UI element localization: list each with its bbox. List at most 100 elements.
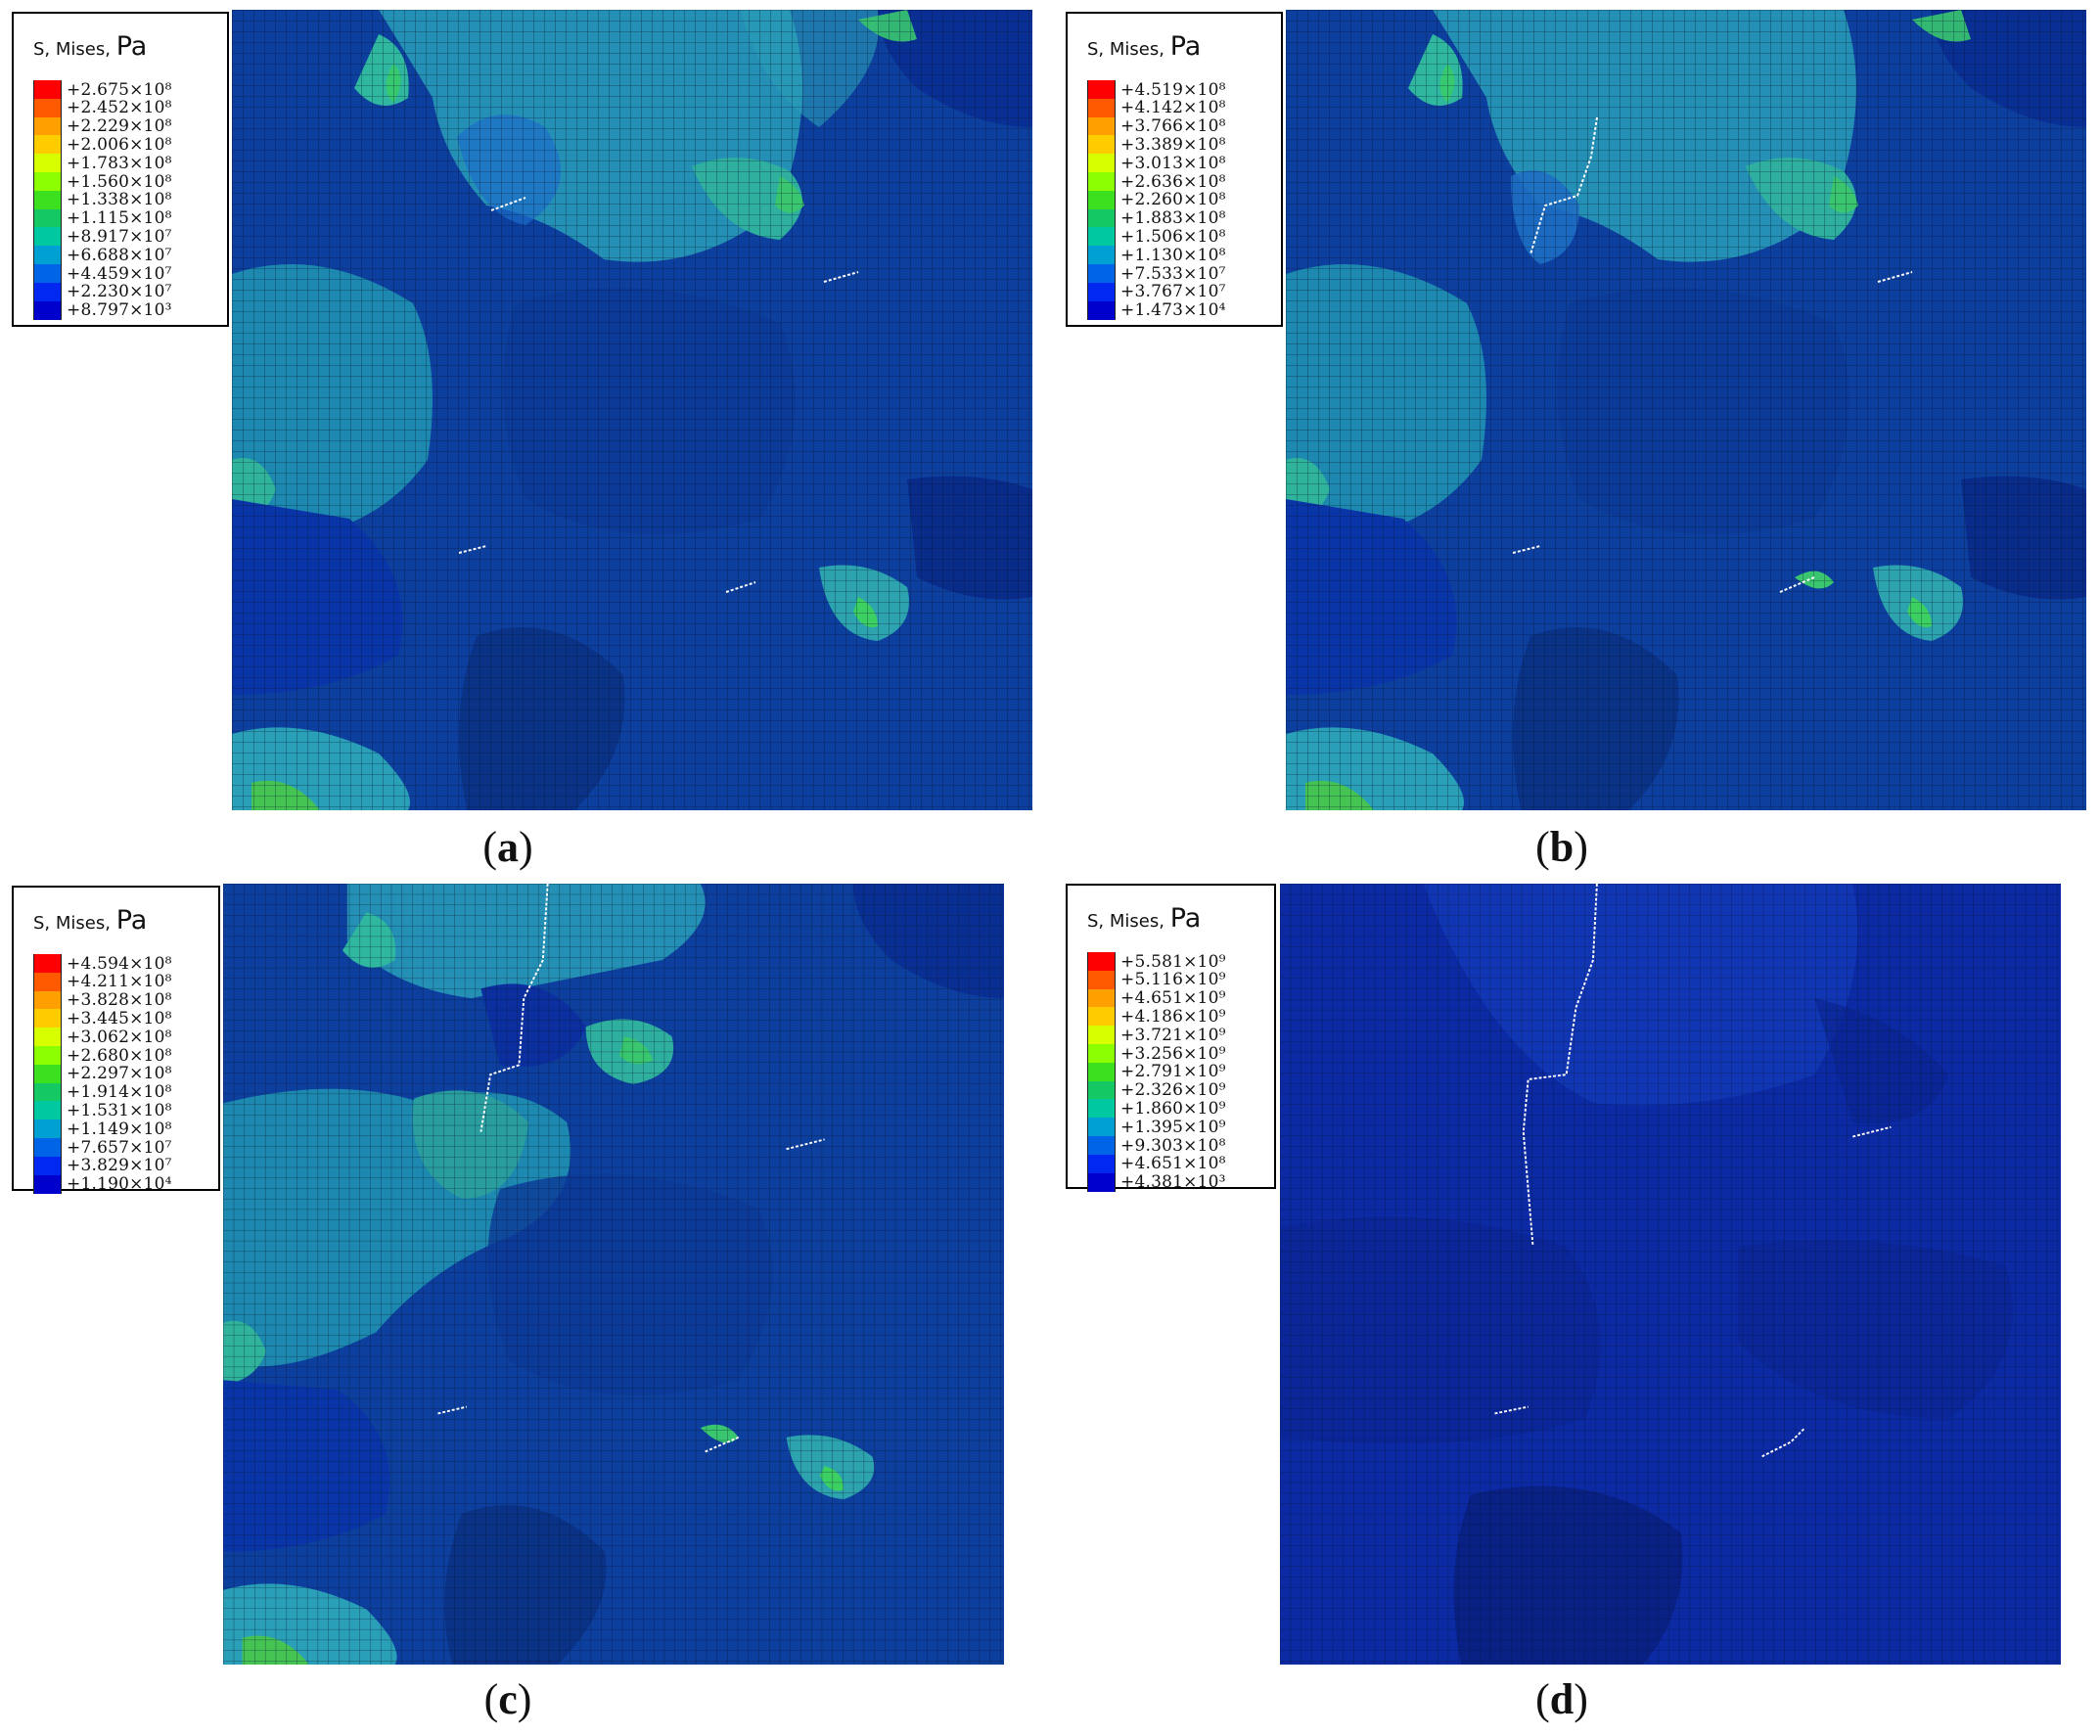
legend-row: +3.389×10⁸ <box>1087 134 1226 155</box>
legend-swatch <box>33 1156 62 1175</box>
legend-row: +2.675×10⁸ <box>33 79 172 100</box>
legend-value: +1.531×10⁸ <box>67 1100 172 1120</box>
legend-row: +8.917×10⁷ <box>33 226 172 247</box>
legend-value: +3.766×10⁸ <box>1120 116 1226 137</box>
legend-value: +4.381×10³ <box>1120 1172 1226 1193</box>
legend-swatch <box>1087 264 1116 283</box>
legend-value: +3.389×10⁸ <box>1120 134 1226 155</box>
mesh-plot-c <box>223 884 1004 1665</box>
legend-swatch <box>1087 1062 1116 1081</box>
legend-swatch <box>1087 116 1116 136</box>
legend-value: +4.211×10⁸ <box>67 972 172 992</box>
legend-swatch <box>1087 208 1116 228</box>
legend-value: +1.883×10⁸ <box>1120 208 1226 229</box>
legend-d: S, Mises, Pa +5.581×10⁹ +5.116×10⁹ +4.651×… <box>1066 884 1276 1193</box>
legend-swatch <box>33 1046 62 1065</box>
legend-row: +4.211×10⁸ <box>33 972 172 992</box>
legend-value: +9.303×10⁸ <box>1120 1135 1226 1156</box>
legend-row: +3.013×10⁸ <box>1087 153 1226 173</box>
legend-value: +4.186×10⁹ <box>1120 1006 1226 1027</box>
legend-swatch <box>33 282 62 301</box>
legend-swatch <box>1087 1080 1116 1100</box>
legend-swatch <box>33 154 62 173</box>
legend-row: +1.149×10⁸ <box>33 1119 172 1139</box>
legend-swatch <box>33 1028 62 1047</box>
mesh-plot-a <box>232 10 1032 810</box>
legend-swatch <box>1087 98 1116 117</box>
legend-title: S, Mises, Pa <box>1087 903 1202 934</box>
legend-swatch <box>1087 300 1116 320</box>
legend-row: +2.452×10⁸ <box>33 98 172 118</box>
legend-row: +1.338×10⁸ <box>33 190 172 209</box>
legend-value: +2.680×10⁸ <box>67 1045 172 1066</box>
legend-value: +5.116×10⁹ <box>1120 970 1226 990</box>
legend-value: +8.917×10⁷ <box>67 226 172 247</box>
legend-swatch <box>1087 246 1116 265</box>
legend-row: +1.395×10⁹ <box>1087 1118 1226 1137</box>
legend-row: +4.459×10⁷ <box>33 263 172 284</box>
legend-swatch <box>33 1009 62 1028</box>
crack-paths <box>1512 116 1913 593</box>
legend-row: +4.186×10⁹ <box>1087 1006 1226 1027</box>
legend-value: +4.651×10⁹ <box>1120 988 1226 1009</box>
legend-swatch <box>1087 952 1116 971</box>
legend-swatch <box>33 972 62 991</box>
legend-row: +4.594×10⁸ <box>33 954 172 974</box>
legend-value: +1.560×10⁸ <box>67 171 172 192</box>
legend-value: +2.326×10⁹ <box>1120 1080 1226 1101</box>
legend-swatch <box>1087 154 1116 173</box>
legend-swatch <box>33 1082 62 1102</box>
legend-swatch <box>33 172 62 191</box>
legend-swatch <box>33 135 62 155</box>
legend-row: +3.062×10⁸ <box>33 1027 172 1047</box>
legend-swatch <box>33 1138 62 1157</box>
legend-value: +3.013×10⁸ <box>1120 153 1226 173</box>
caption-b: (b) <box>1535 823 1588 871</box>
legend-value: +6.688×10⁷ <box>67 245 172 265</box>
legend-value: +3.767×10⁷ <box>1120 282 1226 302</box>
legend-row: +1.560×10⁸ <box>33 171 172 192</box>
legend-value: +4.142×10⁸ <box>1120 98 1226 118</box>
legend-swatch <box>33 246 62 265</box>
legend-row: +1.190×10⁴ <box>33 1174 172 1194</box>
legend-swatch <box>33 98 62 117</box>
legend-row: +3.766×10⁸ <box>1087 116 1226 137</box>
legend-swatch <box>1087 282 1116 301</box>
legend-row: +3.828×10⁸ <box>33 990 172 1010</box>
legend-swatch <box>33 300 62 320</box>
legend-row: +2.297×10⁸ <box>33 1064 172 1084</box>
legend-row: +3.721×10⁹ <box>1087 1025 1226 1045</box>
caption-a: (a) <box>482 823 533 871</box>
legend-value: +2.675×10⁸ <box>67 79 172 100</box>
legend-swatch <box>1087 1099 1116 1119</box>
legend-value: +2.229×10⁸ <box>67 116 172 137</box>
crack-paths <box>437 884 825 1453</box>
legend-value: +3.829×10⁷ <box>67 1156 172 1176</box>
legend-row: +1.130×10⁸ <box>1087 246 1226 265</box>
legend-row: +7.533×10⁷ <box>1087 264 1226 284</box>
legend-row: +1.115×10⁸ <box>33 208 172 228</box>
legend-swatch <box>33 116 62 136</box>
legend-swatch <box>1087 1136 1116 1155</box>
legend-value: +8.797×10³ <box>67 300 172 321</box>
legend-value: +3.062×10⁸ <box>67 1027 172 1047</box>
legend-row: +3.445×10⁸ <box>33 1009 172 1028</box>
legend-value: +4.459×10⁷ <box>67 263 172 284</box>
legend-value: +2.297×10⁸ <box>67 1064 172 1084</box>
legend-swatch <box>1087 1007 1116 1027</box>
legend-swatch <box>1087 1118 1116 1137</box>
legend-value: +1.473×10⁴ <box>1120 300 1226 321</box>
legend-row: +2.791×10⁹ <box>1087 1062 1226 1082</box>
legend-value: +2.791×10⁹ <box>1120 1062 1226 1082</box>
legend-swatch <box>33 954 62 973</box>
legend-swatch <box>33 208 62 228</box>
legend-value: +3.721×10⁹ <box>1120 1025 1226 1045</box>
legend-row: +3.767×10⁷ <box>1087 282 1226 302</box>
legend-swatch <box>33 1064 62 1083</box>
legend-swatch <box>1087 80 1116 99</box>
legend-value: +3.256×10⁹ <box>1120 1043 1226 1064</box>
legend-value: +2.452×10⁸ <box>67 98 172 118</box>
legend-swatch <box>33 990 62 1010</box>
legend-value: +1.506×10⁸ <box>1120 226 1226 247</box>
legend-value: +2.006×10⁸ <box>67 134 172 155</box>
